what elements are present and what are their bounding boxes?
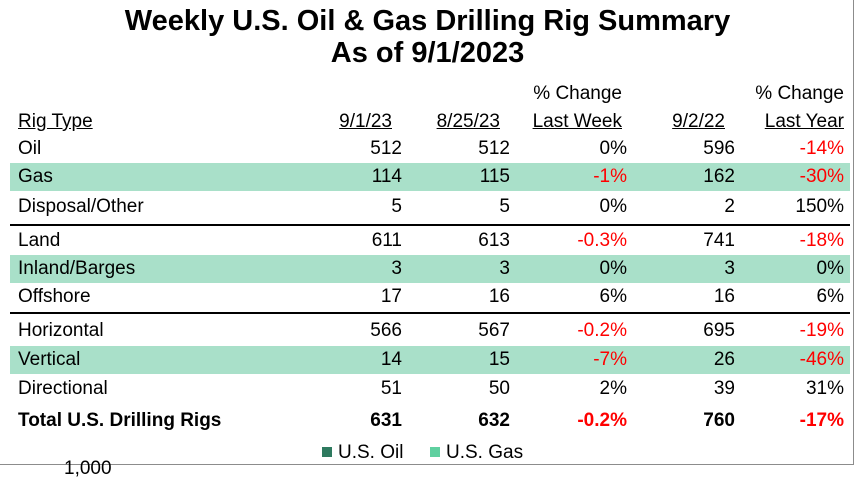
cell-last-year: 760 (703, 410, 735, 431)
cell-change-week: 6% (599, 286, 627, 307)
cell-current: 114 (371, 166, 402, 187)
legend-item-gas: U.S. Gas (430, 442, 523, 464)
section-divider-1 (10, 224, 850, 226)
summary-panel (0, 0, 854, 465)
cell-change-week: -0.2% (577, 410, 627, 431)
header-previous-date: 8/25/23 (436, 111, 500, 132)
cell-previous: 632 (478, 410, 510, 431)
header-current-date: 9/1/23 (339, 111, 392, 132)
cell-current: 14 (380, 349, 402, 370)
header-last-year-date: 9/2/22 (672, 111, 725, 132)
row-name: Horizontal (18, 320, 104, 341)
cell-previous: 5 (499, 196, 510, 217)
cell-previous: 3 (499, 258, 510, 279)
cell-change-week: -0.3% (577, 230, 627, 251)
cell-change-week: -1% (593, 166, 627, 187)
cell-current: 611 (371, 230, 402, 251)
header-change-year-top: % Change (755, 83, 844, 104)
row-name: Vertical (18, 349, 81, 370)
cell-last-year: 596 (703, 138, 735, 159)
cell-change-week: 0% (599, 138, 627, 159)
cell-current: 512 (370, 138, 402, 159)
cell-change-year: -17% (799, 410, 844, 431)
table-row: Oil 512 512 0% 596 -14% (10, 135, 850, 163)
cell-change-year: -18% (799, 230, 844, 251)
table-row: Vertical 14 15 -7% 26 -46% (10, 346, 850, 374)
cell-change-year: -14% (799, 138, 844, 159)
row-name: Disposal/Other (18, 196, 144, 217)
legend-item-oil: U.S. Oil (322, 442, 403, 464)
table-row: Directional 51 50 2% 39 31% (10, 375, 850, 403)
cell-last-year: 741 (703, 230, 735, 251)
cell-change-week: -0.2% (577, 320, 627, 341)
cell-last-year: 16 (713, 286, 735, 307)
cell-change-year: 6% (816, 286, 844, 307)
cell-previous: 613 (478, 230, 510, 251)
cell-last-year: 39 (713, 378, 735, 399)
row-name: Land (18, 230, 61, 251)
cell-change-week: 2% (599, 378, 627, 399)
cell-change-week: 0% (599, 196, 627, 217)
legend-swatch-gas (430, 447, 440, 457)
chart-legend: U.S. Oil U.S. Gas (0, 442, 855, 464)
row-name: Total U.S. Drilling Rigs (18, 410, 222, 431)
table-row: Land 611 613 -0.3% 741 -18% (10, 227, 850, 255)
cell-change-year: 0% (816, 258, 844, 279)
row-name: Gas (18, 166, 53, 187)
cell-change-year: -30% (799, 166, 844, 187)
header-change-year-bottom: Last Year (764, 111, 844, 132)
table-row: Horizontal 566 567 -0.2% 695 -19% (10, 317, 850, 345)
cell-change-year: -19% (799, 320, 844, 341)
cell-last-year: 2 (724, 196, 735, 217)
cell-change-week: 0% (599, 258, 627, 279)
row-name: Inland/Barges (18, 258, 136, 279)
cell-previous: 567 (478, 320, 510, 341)
cell-last-year: 162 (703, 166, 735, 187)
cell-previous: 16 (488, 286, 510, 307)
cell-previous: 512 (478, 138, 510, 159)
section-divider-2 (10, 312, 850, 314)
table-row: Gas 114 115 -1% 162 -30% (10, 163, 850, 191)
legend-label-gas: U.S. Gas (446, 442, 524, 463)
cell-change-year: 31% (805, 378, 844, 399)
row-name: Offshore (18, 286, 91, 307)
table-subtitle-date: As of 9/1/2023 (330, 37, 525, 69)
cell-previous: 115 (479, 166, 510, 187)
cell-last-year: 26 (713, 349, 735, 370)
cell-previous: 50 (488, 378, 510, 399)
legend-label-oil: U.S. Oil (338, 442, 404, 463)
header-change-week-bottom: Last Week (532, 111, 622, 132)
table-title: Weekly U.S. Oil & Gas Drilling Rig Summa… (124, 5, 731, 37)
table-row: Disposal/Other 5 5 0% 2 150% (10, 193, 850, 221)
cell-current: 3 (391, 258, 402, 279)
table-row: Inland/Barges 3 3 0% 3 0% (10, 255, 850, 283)
cell-current: 566 (370, 320, 402, 341)
cell-last-year: 3 (724, 258, 735, 279)
cell-change-week: -7% (593, 349, 627, 370)
row-name: Oil (18, 138, 42, 159)
cell-last-year: 695 (703, 320, 735, 341)
partial-axis-label: 1,000 (64, 458, 112, 479)
row-name: Directional (18, 378, 108, 399)
cell-previous: 15 (488, 349, 510, 370)
cell-change-year: 150% (795, 196, 844, 217)
header-change-week-top: % Change (533, 83, 622, 104)
table-row: Offshore 17 16 6% 16 6% (10, 283, 850, 311)
cell-current: 17 (380, 286, 402, 307)
total-row: Total U.S. Drilling Rigs 631 632 -0.2% 760 -1… (10, 407, 850, 435)
cell-current: 5 (391, 196, 402, 217)
cell-current: 51 (380, 378, 402, 399)
cell-current: 631 (370, 410, 402, 431)
cell-change-year: -46% (799, 349, 844, 370)
header-rig-type: Rig Type (18, 111, 93, 132)
legend-swatch-oil (322, 447, 332, 457)
